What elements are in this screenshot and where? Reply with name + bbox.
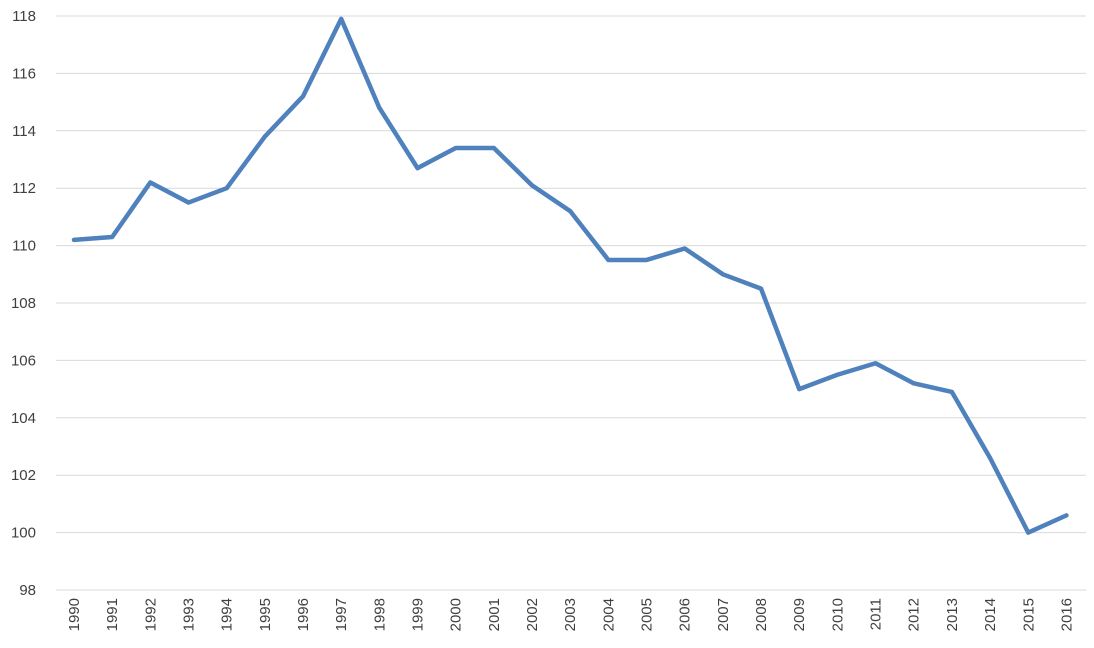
x-tick-label: 2002: [524, 598, 541, 631]
data-point: [339, 16, 344, 21]
x-tick-label: 1991: [104, 598, 121, 631]
y-tick-label: 116: [12, 65, 36, 82]
series-line: [71, 16, 1069, 535]
data-point: [568, 209, 573, 214]
x-tick-label: 2000: [448, 598, 465, 631]
data-point: [301, 94, 306, 99]
x-tick-label: 2016: [1058, 598, 1075, 631]
x-tick-label: 2009: [791, 598, 808, 631]
y-tick-label: 98: [19, 582, 36, 599]
data-point: [186, 200, 191, 205]
x-tick-label: 2001: [486, 598, 503, 631]
x-tick-label: 2010: [829, 598, 846, 631]
data-point: [759, 286, 764, 291]
data-point: [949, 389, 954, 394]
data-point: [911, 381, 916, 386]
x-tick-label: 2013: [944, 598, 961, 631]
data-point: [988, 455, 993, 460]
x-tick-label: 1999: [410, 598, 427, 631]
x-tick-label: 1998: [371, 598, 388, 631]
gridlines: [56, 15, 1086, 591]
y-tick-label: 104: [11, 410, 36, 427]
data-point: [720, 272, 725, 277]
x-tick-label: 1997: [333, 598, 350, 631]
x-tick-label: 1994: [219, 598, 236, 631]
data-point: [491, 146, 496, 151]
data-point: [377, 105, 382, 110]
x-tick-label: 2006: [677, 598, 694, 631]
data-point: [148, 180, 153, 185]
data-point: [530, 183, 535, 188]
x-tick-label: 2015: [1020, 598, 1037, 631]
data-point: [415, 166, 420, 171]
y-tick-label: 106: [11, 352, 36, 369]
x-tick-label: 1990: [66, 598, 83, 631]
x-tick-label: 1993: [181, 598, 198, 631]
data-point: [72, 237, 76, 242]
y-tick-label: 112: [12, 180, 36, 197]
y-axis-ticks: 98 100 102 104 106 108 110 112 114 116 118: [11, 8, 36, 599]
y-tick-label: 114: [12, 123, 36, 140]
x-tick-label: 2012: [906, 598, 923, 631]
data-point: [606, 257, 611, 262]
data-point: [682, 246, 687, 251]
x-tick-label: 1996: [295, 598, 312, 631]
data-point: [835, 372, 840, 377]
y-tick-label: 110: [12, 238, 36, 255]
x-tick-label: 2014: [982, 598, 999, 631]
data-point: [262, 134, 267, 139]
x-axis-ticks: 1990 1991 1992 1993 1994 1995 1996 1997 1998 1999…: [66, 598, 1075, 631]
x-tick-label: 2011: [868, 598, 885, 630]
x-tick-label: 2008: [753, 598, 770, 631]
y-tick-label: 102: [11, 467, 36, 484]
data-point: [110, 234, 115, 239]
y-tick-label: 108: [11, 295, 36, 312]
data-point: [644, 257, 649, 262]
x-tick-label: 2003: [562, 598, 579, 631]
data-point: [453, 146, 458, 151]
data-point: [873, 361, 878, 366]
x-tick-label: 2004: [600, 598, 617, 631]
x-tick-label: 1995: [257, 598, 274, 631]
data-point: [1064, 513, 1069, 518]
x-tick-label: 2005: [639, 598, 656, 631]
x-tick-label: 1992: [142, 598, 159, 631]
data-point: [797, 387, 802, 392]
x-tick-label: 2007: [715, 598, 732, 631]
data-point: [1026, 530, 1031, 535]
data-point: [224, 186, 229, 191]
y-tick-label: 100: [11, 525, 36, 542]
series-layer: [71, 16, 1069, 535]
y-tick-label: 118: [12, 8, 36, 25]
